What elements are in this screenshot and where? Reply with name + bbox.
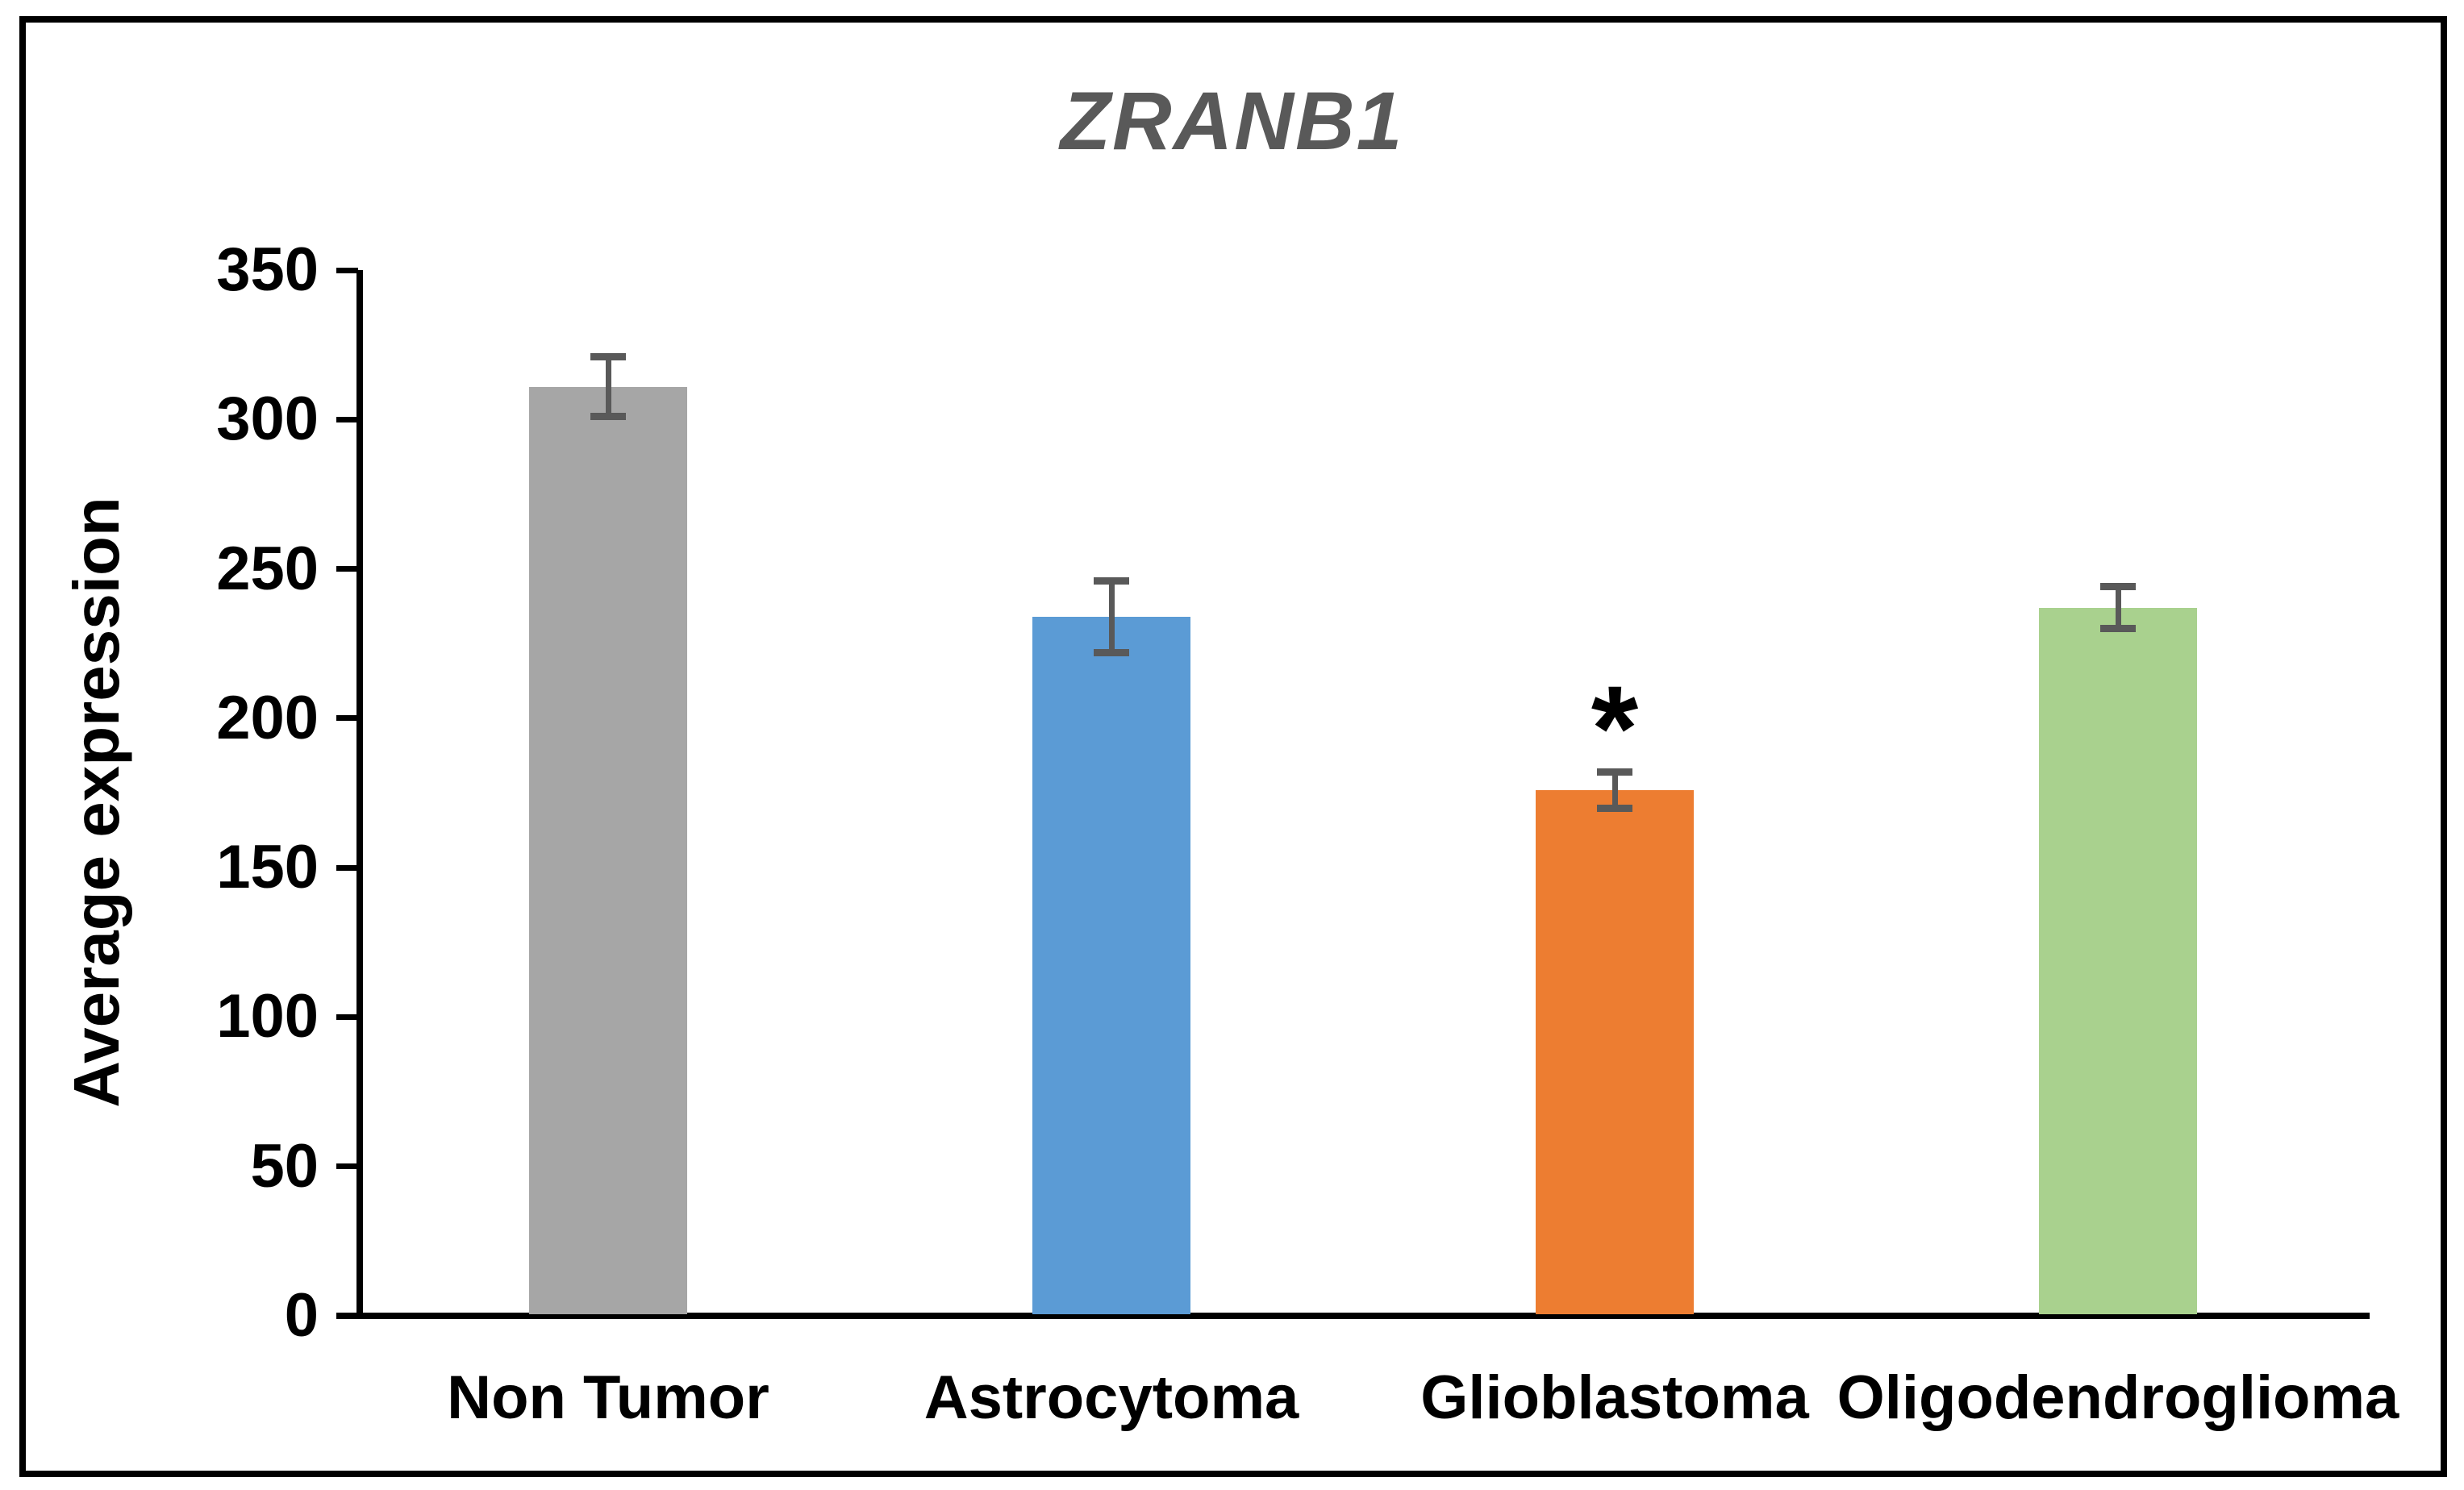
- y-tick: [336, 416, 358, 422]
- y-tick: [336, 566, 358, 572]
- bar-non-tumor: [529, 386, 687, 1314]
- y-tick-label: 200: [216, 683, 319, 752]
- bar-oligodendroglioma: [2039, 607, 2197, 1314]
- y-tick: [336, 1313, 358, 1319]
- y-tick-label: 300: [216, 385, 319, 454]
- y-tick-label: 100: [216, 982, 319, 1051]
- y-tick: [336, 1013, 358, 1020]
- y-tick-label: 0: [284, 1281, 319, 1350]
- error-bar-cap-top: [2100, 583, 2136, 591]
- y-tick: [336, 715, 358, 722]
- error-bar-cap-bottom: [2100, 625, 2136, 633]
- y-tick: [336, 1163, 358, 1170]
- significance-asterisk: *: [1591, 660, 1639, 796]
- y-tick-label: 350: [216, 235, 319, 304]
- error-bar-cap-top: [590, 352, 626, 360]
- y-tick-label: 250: [216, 534, 319, 603]
- error-bar-line: [1611, 772, 1618, 808]
- bar-glioblastoma: [1536, 789, 1694, 1314]
- error-bar-cap-bottom: [1094, 648, 1129, 656]
- y-tick-label: 50: [250, 1131, 319, 1201]
- y-axis-line: [356, 270, 363, 1319]
- error-bar-cap-top: [1094, 576, 1129, 585]
- chart-title: ZRANB1: [1060, 75, 1404, 167]
- error-bar-cap-bottom: [1597, 804, 1632, 812]
- error-bar-line: [605, 356, 611, 417]
- bar-astrocytoma: [1032, 616, 1190, 1314]
- y-tick-label: 150: [216, 833, 319, 902]
- error-bar-cap-top: [1597, 768, 1632, 776]
- error-bar-cap-bottom: [590, 413, 626, 421]
- figure-border: [19, 16, 2447, 1477]
- y-tick: [336, 864, 358, 871]
- x-category-label: Astrocytoma: [923, 1363, 1299, 1432]
- x-axis-line: [336, 1313, 2370, 1319]
- error-bar-line: [1108, 581, 1115, 653]
- x-category-label: Non Tumor: [447, 1363, 769, 1432]
- x-category-label: Oligodendroglioma: [1837, 1363, 2399, 1432]
- y-tick: [336, 267, 358, 273]
- x-category-label: Glioblastoma: [1420, 1363, 1809, 1432]
- error-bar-line: [2115, 586, 2121, 629]
